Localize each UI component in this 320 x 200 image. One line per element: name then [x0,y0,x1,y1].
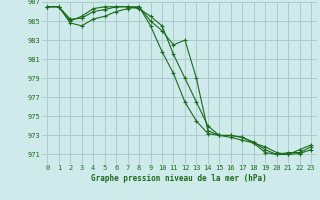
X-axis label: Graphe pression niveau de la mer (hPa): Graphe pression niveau de la mer (hPa) [91,174,267,183]
